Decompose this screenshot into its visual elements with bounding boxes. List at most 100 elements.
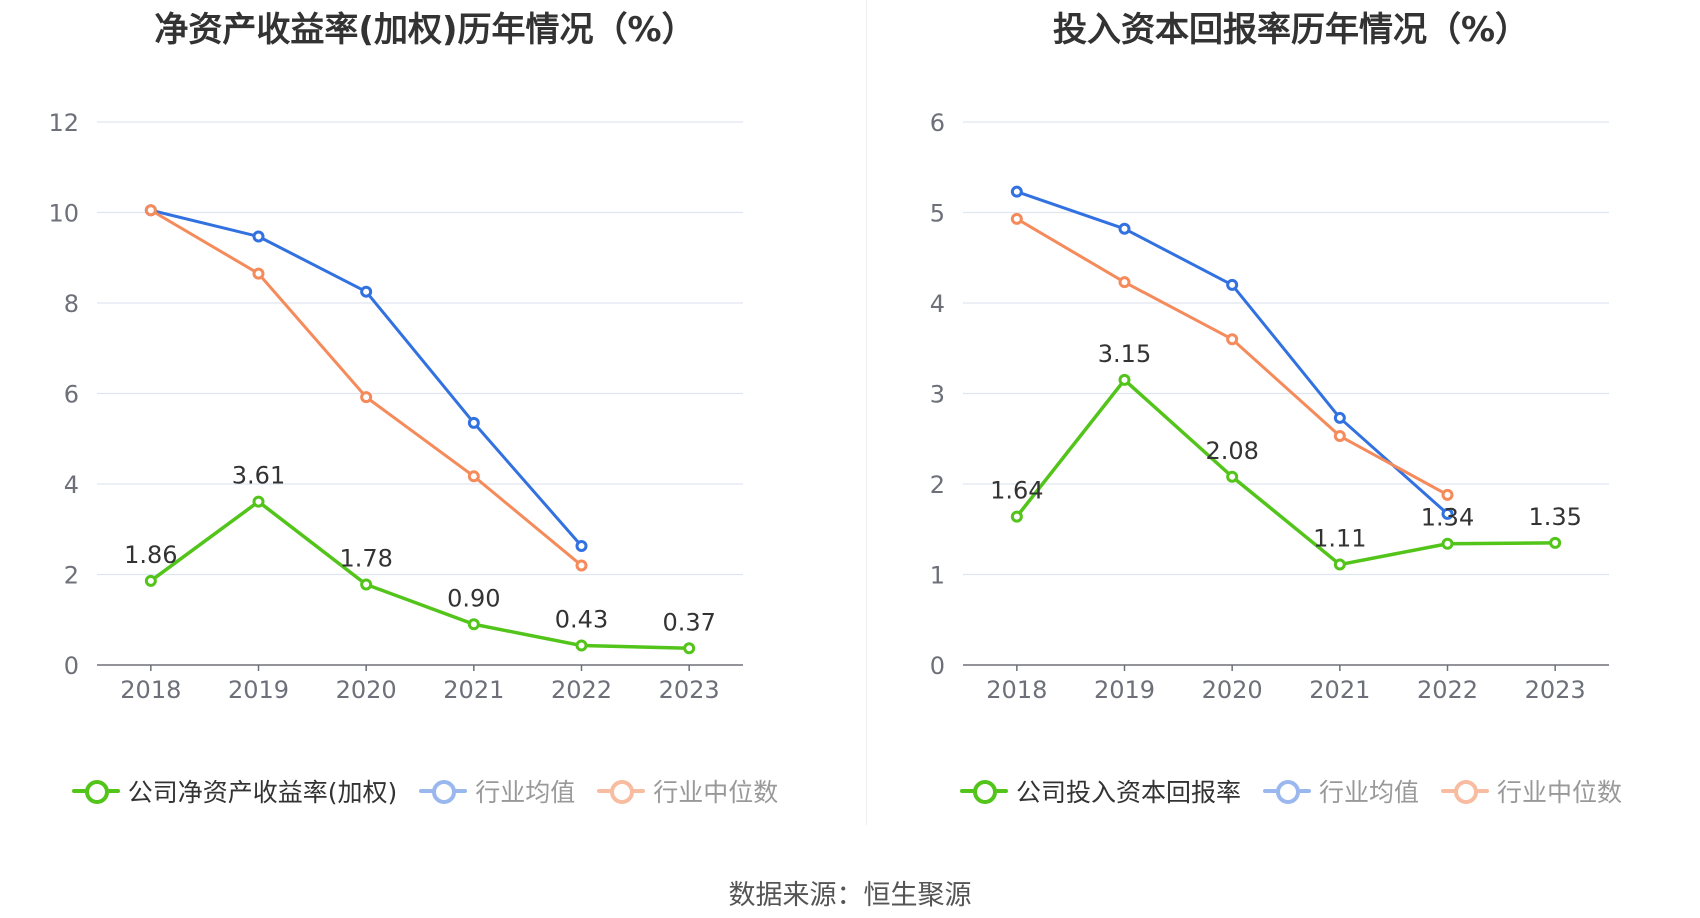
y-tick-label: 6 <box>64 381 79 409</box>
chart-panel-roic: 投入资本回报率历年情况（%） 0 1 2 3 4 5 6 2018 2019 2020 2021 20… <box>866 0 1700 830</box>
y-tick-label: 0 <box>64 652 79 680</box>
legend-item[interactable]: 公司净资产收益率(加权) <box>71 773 398 809</box>
x-tick-label: 2019 <box>1094 676 1155 704</box>
data-label: 0.43 <box>555 606 608 634</box>
x-tick-label: 2023 <box>1525 676 1586 704</box>
legend-line-circle-icon <box>1441 779 1489 804</box>
data-point <box>360 391 373 404</box>
legend-label: 行业中位数 <box>1497 778 1623 807</box>
x-tick-label: 2021 <box>1309 676 1370 704</box>
data-label: 3.15 <box>1098 340 1151 368</box>
y-tick-label: 6 <box>930 109 945 137</box>
data-label: 1.78 <box>339 544 392 572</box>
series-line-industry <box>150 208 583 567</box>
chart-legend: 公司投入资本回报率 行业均值 行业中位数 <box>866 773 1700 809</box>
y-tick-label: 4 <box>930 290 945 318</box>
data-point <box>683 642 696 655</box>
series-line-company <box>1015 378 1556 567</box>
x-tick-label: 2020 <box>1202 676 1263 704</box>
data-label: 1.64 <box>990 477 1043 505</box>
legend-line-circle-icon <box>419 779 468 804</box>
y-tick-label: 8 <box>64 290 79 318</box>
data-point <box>467 416 480 429</box>
data-point <box>1010 185 1023 198</box>
x-tick-label: 2022 <box>1417 676 1478 704</box>
data-point <box>144 204 157 217</box>
data-point <box>252 495 265 508</box>
data-label: 0.37 <box>662 608 715 636</box>
x-tick-label: 2019 <box>228 676 289 704</box>
legend-label: 行业均值 <box>1318 778 1419 807</box>
x-tick-label: 2022 <box>551 676 612 704</box>
legend-line-circle-icon <box>597 779 646 804</box>
series-line-company <box>149 499 690 651</box>
data-point <box>1118 222 1131 235</box>
data-label: 2.08 <box>1205 437 1258 465</box>
x-tick-label: 2018 <box>986 676 1047 704</box>
data-point <box>1333 430 1346 443</box>
legend-line-circle-icon <box>71 779 120 804</box>
data-point <box>1226 470 1239 483</box>
data-label: 1.86 <box>124 541 177 569</box>
legend-item[interactable]: 行业中位数 <box>597 773 778 809</box>
data-label: 1.34 <box>1421 504 1474 532</box>
data-label: 3.61 <box>232 462 285 490</box>
chart-plot-roe: 0 2 4 6 8 10 12 2018 2019 2020 2021 2022 2023 1.86 3.6… <box>48 109 743 704</box>
chart-legend: 公司净资产收益率(加权) 行业均值 行业中位数 <box>0 773 850 809</box>
legend-line-circle-icon <box>1262 779 1311 804</box>
series-line-industry <box>150 208 583 547</box>
data-point <box>252 230 265 243</box>
data-point <box>1010 212 1023 225</box>
data-point <box>1118 373 1131 386</box>
data-point <box>467 618 480 631</box>
y-tick-label: 1 <box>930 562 945 590</box>
legend-label: 公司投入资本回报率 <box>1015 778 1241 807</box>
data-point <box>144 574 157 587</box>
y-tick-label: 3 <box>930 381 945 409</box>
x-tick-label: 2023 <box>659 676 720 704</box>
y-tick-label: 2 <box>930 471 945 499</box>
legend-item[interactable]: 公司投入资本回报率 <box>959 773 1241 809</box>
legend-item[interactable]: 行业均值 <box>419 773 575 809</box>
chart-plot-roic: 0 1 2 3 4 5 6 2018 2019 2020 2021 2022 2023 1.64 3.15 2… <box>930 109 1609 704</box>
chart-title: 投入资本回报率历年情况（%） <box>1052 10 1530 50</box>
y-tick-label: 12 <box>48 109 79 137</box>
legend-item[interactable]: 行业中位数 <box>1441 773 1622 809</box>
data-point <box>575 639 588 652</box>
data-point <box>252 267 265 280</box>
data-point <box>1441 507 1454 520</box>
data-point <box>1226 333 1239 346</box>
series-line-industry <box>1016 190 1449 515</box>
data-point <box>1118 276 1131 289</box>
data-point <box>1226 278 1239 291</box>
legend-label: 公司净资产收益率(加权) <box>127 778 398 807</box>
data-point <box>1549 536 1562 549</box>
data-point <box>360 578 373 591</box>
x-tick-label: 2020 <box>336 676 397 704</box>
y-tick-label: 5 <box>930 200 945 228</box>
chart-title: 净资产收益率(加权)历年情况（%） <box>154 10 696 50</box>
legend-label: 行业中位数 <box>653 778 779 807</box>
data-point <box>1333 558 1346 571</box>
panel-divider <box>866 0 867 825</box>
x-tick-label: 2018 <box>120 676 181 704</box>
legend-item[interactable]: 行业均值 <box>1262 773 1419 809</box>
data-point <box>1441 537 1454 550</box>
x-tick-label: 2021 <box>443 676 504 704</box>
y-tick-label: 2 <box>64 562 79 590</box>
legend-label: 行业均值 <box>475 778 576 807</box>
data-point <box>1333 411 1346 424</box>
data-point <box>1010 510 1023 523</box>
data-point <box>360 285 373 298</box>
data-point <box>575 559 588 572</box>
data-label: 1.35 <box>1528 503 1581 531</box>
data-label: 0.90 <box>447 584 500 612</box>
data-point <box>467 470 480 483</box>
y-tick-label: 4 <box>64 471 79 499</box>
y-tick-label: 0 <box>930 652 945 680</box>
legend-line-circle-icon <box>959 779 1008 804</box>
chart-panel-roe: 净资产收益率(加权)历年情况（%） 0 2 4 6 8 10 12 2018 2019 2020 2… <box>0 0 850 830</box>
y-tick-label: 10 <box>48 200 79 228</box>
data-label: 1.11 <box>1313 525 1366 553</box>
data-source-note: 数据来源：恒生聚源 <box>728 880 972 911</box>
